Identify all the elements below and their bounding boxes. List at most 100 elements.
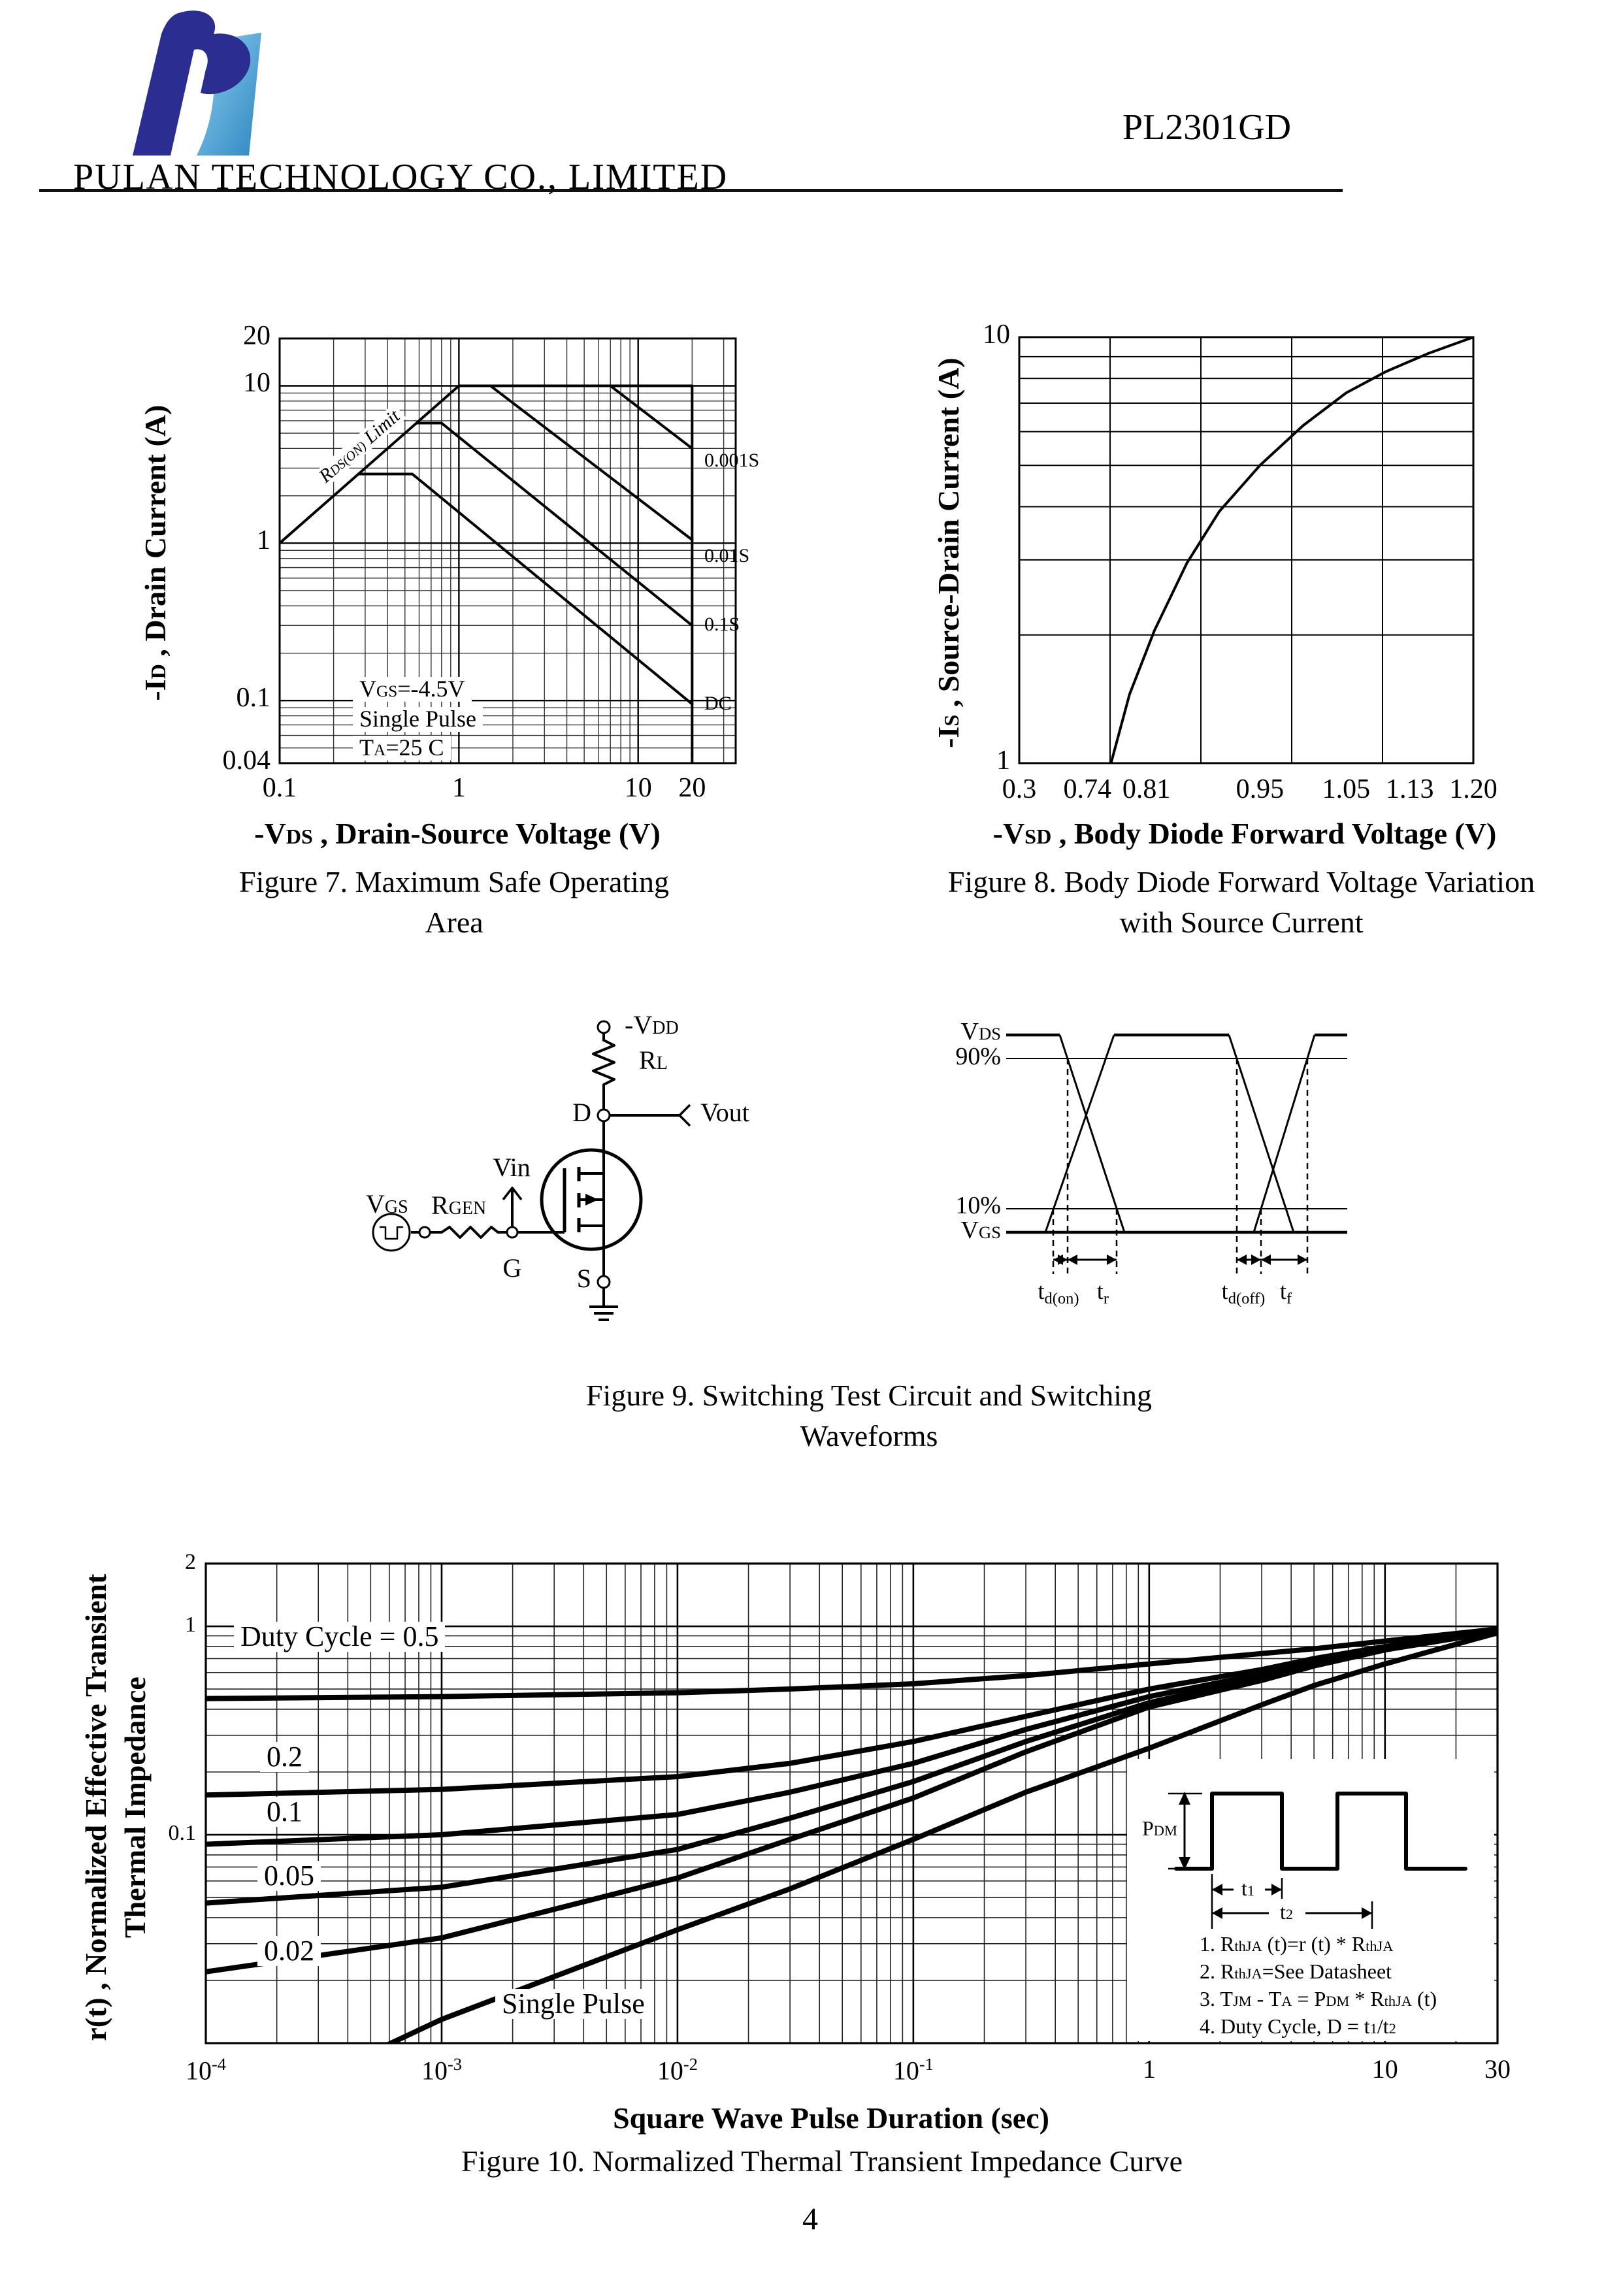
fig7-y-tick: 0.04 <box>222 746 271 776</box>
fig10-x-axis-title: Square Wave Pulse Duration (sec) <box>613 2101 1049 2135</box>
circuit-rgen-label: RGEN <box>431 1192 486 1219</box>
circuit-vin-label: Vin <box>493 1153 531 1182</box>
text-segment: -I <box>138 679 172 701</box>
text-segment: DM <box>1153 1822 1177 1839</box>
figure-linework <box>609 384 694 450</box>
fig8-x-tick: 1.13 <box>1385 774 1434 804</box>
text-segment: 10 <box>421 2056 448 2086</box>
figure-linework <box>1298 1255 1307 1265</box>
text-segment: (t) <box>1411 1987 1437 2010</box>
text-segment: 30 <box>1484 2054 1511 2084</box>
figure-linework <box>1179 1792 1190 1805</box>
text-segment: 10 <box>1371 2054 1398 2084</box>
figure-linework <box>418 1226 431 1239</box>
text-segment: t <box>1241 1877 1247 1900</box>
text-segment: = P <box>1292 1987 1326 2010</box>
text-segment: V <box>366 1189 385 1219</box>
fig10-y-axis-title-line1: r(t) , Normalized Effective Transient <box>78 1573 112 2041</box>
fig10-y-tick: 0.1 <box>168 1821 197 1845</box>
fig8-x-axis-title: -VSD , Body Diode Forward Voltage (V) <box>992 817 1497 850</box>
fig10-duty-01-label: 0.1 <box>260 1796 309 1828</box>
fig8-x-tick: 0.95 <box>1236 774 1285 804</box>
text-segment: DM <box>1326 1993 1350 2009</box>
text-segment: - T <box>1251 1987 1282 2010</box>
text-segment: =25 C <box>385 734 444 761</box>
text-segment: * R <box>1349 1987 1384 2010</box>
text-segment: V <box>960 1018 979 1045</box>
text-segment: thJA <box>1234 1965 1262 1982</box>
circuit-vout-label: Vout <box>700 1098 749 1127</box>
fig8-x-tick: 0.3 <box>1002 774 1037 804</box>
text-segment: t <box>1279 1900 1286 1924</box>
fig9-caption-line1: Figure 9. Switching Test Circuit and Swi… <box>585 1379 1153 1412</box>
figure-linework <box>1228 1034 1295 1233</box>
text-segment: V <box>960 1217 979 1244</box>
header-rule <box>39 189 1343 192</box>
text-segment: -V <box>625 1010 653 1040</box>
figure-linework <box>1058 1034 1126 1233</box>
fig8-x-tick: 0.81 <box>1122 774 1171 804</box>
text-segment: t <box>1096 1278 1104 1304</box>
waveform-tr-label: tr <box>1097 1279 1109 1307</box>
text-segment: 10 <box>186 2056 212 2086</box>
figure-linework <box>502 1187 523 1201</box>
figure-linework <box>678 1104 691 1127</box>
fig10-y-tick: 2 <box>185 1550 196 1574</box>
fig10-x-tick: 10-2 <box>657 2054 698 2085</box>
figure-linework <box>1058 1255 1068 1265</box>
fig10-pdm-label: PDM <box>1142 1817 1177 1840</box>
text-segment: , Drain-Source Voltage (V) <box>312 817 661 850</box>
text-segment: , Body Diode Forward Voltage (V) <box>1051 817 1497 850</box>
figure-linework <box>1107 1255 1117 1265</box>
figure-linework <box>1127 1759 1494 2041</box>
figure-linework <box>1261 1255 1271 1265</box>
text-segment: -1 <box>919 2054 934 2074</box>
text-segment: -3 <box>447 2054 462 2074</box>
fig8-caption-line2: with Source Current <box>1119 906 1364 939</box>
circuit-vgs-label: VGS <box>366 1190 408 1218</box>
circuit-rl-label: RL <box>639 1047 668 1074</box>
waveform-tf-label: tf <box>1280 1279 1292 1307</box>
waveform-vgs-label: VGS <box>923 1217 1001 1244</box>
text-segment: 4. Duty Cycle, D = t <box>1200 2014 1370 2038</box>
fig10-x-tick: 30 <box>1484 2056 1511 2083</box>
text-segment: JM <box>1232 1993 1252 2009</box>
fig8-x-tick: 1.05 <box>1322 774 1371 804</box>
page-number: 4 <box>802 2202 818 2237</box>
fig10-t2-label: t2 <box>1277 1901 1296 1924</box>
text-segment: 2 <box>1388 2020 1396 2037</box>
figure-linework <box>206 1626 1498 1701</box>
fig8-x-tick: 1.20 <box>1449 774 1498 804</box>
text-segment: 10 <box>892 2056 919 2086</box>
figure-linework <box>205 1562 1499 2044</box>
text-segment: 1 <box>1369 2020 1377 2037</box>
figure-linework <box>415 421 694 627</box>
text-segment: thJA <box>1384 1993 1412 2009</box>
fig7-x-axis-title: -VDS , Drain-Source Voltage (V) <box>254 817 661 850</box>
text-segment: GEN <box>448 1198 487 1219</box>
text-segment: R <box>431 1190 449 1220</box>
text-segment: -V <box>992 817 1025 850</box>
figure-linework <box>1018 336 1475 764</box>
fig7-inset-line3: TA=25 C <box>353 734 451 761</box>
text-segment: SD <box>1024 825 1052 848</box>
figure-linework <box>1109 337 1473 763</box>
figure-linework <box>1251 1255 1261 1265</box>
fig7-x-tick: 0.1 <box>262 773 297 803</box>
text-segment: -2 <box>683 2054 698 2074</box>
fig10-duty-05-label: Duty Cycle = 0.5 <box>234 1621 446 1652</box>
figure-linework <box>585 1194 598 1205</box>
figure-linework <box>1179 1857 1190 1870</box>
fig10-caption: Figure 10. Normalized Thermal Transient … <box>461 2144 1183 2178</box>
text-segment: r <box>1103 1289 1109 1307</box>
fig10-duty-002-label: 0.02 <box>257 1935 321 1967</box>
fig10-y-tick: 1 <box>185 1613 196 1637</box>
fig10-single-pulse-label: Single Pulse <box>495 1988 651 2020</box>
text-segment: =-4.5V <box>397 676 465 702</box>
text-segment: /t <box>1377 2014 1389 2038</box>
text-segment: , Source-Drain Current (A) <box>931 357 965 715</box>
figure-linework <box>206 1628 1498 1975</box>
figure-linework <box>278 337 737 764</box>
figure-linework <box>506 1226 519 1239</box>
figure-linework <box>1068 1255 1077 1265</box>
